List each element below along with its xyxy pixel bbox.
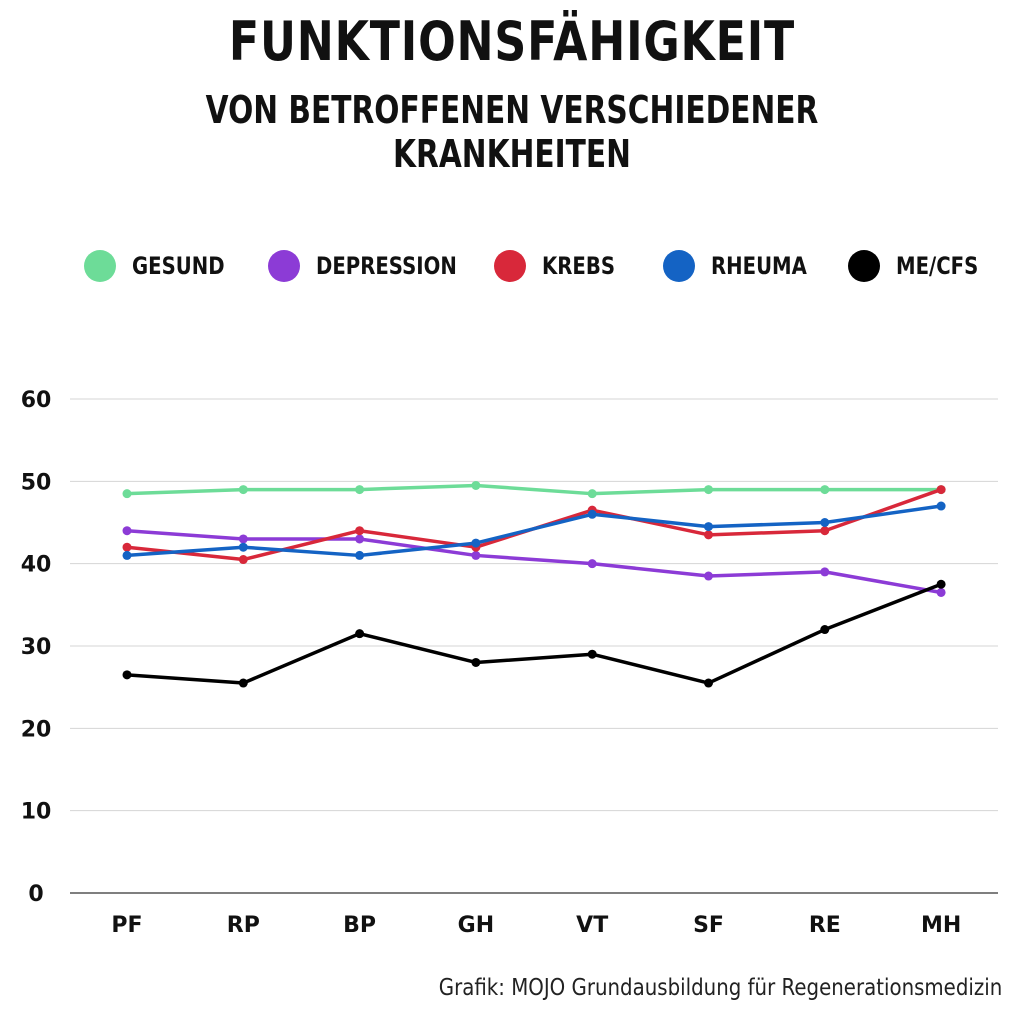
data-point-me-cfs	[587, 649, 597, 659]
data-point-krebs	[238, 555, 248, 565]
data-point-rheuma	[936, 501, 946, 511]
x-tick-label: SF	[693, 913, 724, 938]
data-point-rheuma	[820, 518, 830, 527]
legend-item-rheuma: RHEUMA	[663, 244, 828, 288]
x-tick-label: BP	[343, 913, 376, 938]
legend-swatch-gesund	[84, 250, 116, 282]
data-point-me-cfs	[820, 625, 830, 635]
x-tick-label: RP	[227, 913, 260, 938]
series-line-depression	[125, 528, 943, 595]
series-me-cfs	[122, 579, 946, 688]
data-point-me-cfs	[122, 670, 132, 680]
data-point-me-cfs	[704, 678, 713, 688]
x-tick-label: VT	[576, 913, 608, 938]
series-line-rheuma	[125, 504, 943, 558]
data-point-rheuma	[471, 538, 481, 548]
data-point-depression	[587, 559, 597, 569]
series-depression	[122, 526, 946, 597]
data-point-rheuma	[355, 550, 365, 560]
legend-item-me-cfs: ME/CFS	[848, 244, 996, 288]
legend-item-gesund: GESUND	[84, 244, 245, 288]
legend-swatch-rheuma	[663, 250, 695, 282]
data-point-depression	[122, 526, 132, 536]
x-tick-label: RE	[809, 913, 841, 938]
series-line-me-cfs	[125, 582, 943, 685]
data-point-krebs	[355, 526, 365, 536]
data-point-gesund	[355, 485, 365, 495]
y-tick-label: 40	[21, 553, 52, 578]
legend-swatch-krebs	[494, 250, 526, 282]
gridlines	[70, 398, 998, 894]
y-tick-label: 50	[21, 470, 52, 495]
series-line-gesund	[125, 483, 943, 496]
data-point-rheuma	[587, 509, 597, 519]
data-point-gesund	[471, 480, 481, 490]
y-tick-label: 30	[21, 635, 52, 660]
legend-swatch-depression	[268, 250, 300, 282]
data-point-krebs	[820, 526, 830, 536]
series-rheuma	[122, 501, 946, 560]
data-point-depression	[936, 587, 946, 597]
data-point-depression	[355, 534, 365, 544]
source-credit: Grafik: MOJO Grundausbildung für Regener…	[438, 975, 1002, 1001]
legend-swatch-me-cfs	[848, 250, 880, 282]
data-point-rheuma	[122, 550, 132, 560]
data-point-rheuma	[238, 542, 248, 552]
y-tick-label: 10	[21, 800, 52, 825]
legend-label-me-cfs: ME/CFS	[896, 252, 979, 280]
data-point-me-cfs	[936, 579, 946, 589]
legend-item-depression: DEPRESSION	[268, 244, 488, 288]
chart-subtitle: VON BETROFFENEN VERSCHIEDENER KRANKHEITE…	[205, 88, 819, 176]
data-point-rheuma	[704, 522, 713, 532]
y-tick-label: 20	[21, 717, 52, 742]
legend-label-depression: DEPRESSION	[316, 252, 457, 280]
data-point-depression	[704, 571, 713, 581]
data-point-me-cfs	[471, 657, 481, 667]
data-point-depression	[820, 567, 830, 577]
series-layer	[122, 480, 946, 688]
data-point-gesund	[587, 489, 597, 499]
data-point-depression	[471, 550, 481, 560]
x-axis-ticks: PF RP BP GH VT SF RE MH	[111, 913, 961, 938]
chart-title: FUNKTIONSFÄHIGKEIT	[228, 10, 796, 73]
data-point-me-cfs	[238, 678, 248, 688]
data-point-gesund	[122, 489, 132, 499]
legend-label-krebs: KREBS	[542, 252, 616, 280]
x-tick-label: GH	[458, 913, 494, 938]
data-point-krebs	[936, 485, 946, 495]
data-point-gesund	[704, 485, 713, 495]
y-tick-label: 0	[28, 882, 43, 907]
x-tick-label: MH	[921, 913, 961, 938]
data-point-depression	[238, 534, 248, 544]
legend-label-rheuma: RHEUMA	[711, 252, 807, 280]
data-point-krebs	[122, 542, 132, 552]
data-point-gesund	[820, 485, 830, 495]
legend-label-gesund: GESUND	[132, 252, 225, 280]
data-point-gesund	[238, 485, 248, 495]
data-point-krebs	[704, 530, 713, 540]
legend: GESUND DEPRESSION KREBS RHEUMA ME/CFS	[0, 244, 1024, 288]
data-point-me-cfs	[355, 629, 365, 639]
series-gesund	[122, 480, 946, 499]
legend-item-krebs: KREBS	[494, 244, 631, 288]
x-tick-label: PF	[111, 913, 142, 938]
y-tick-label: 60	[21, 388, 52, 413]
y-axis-ticks: 0 10 20 30 40 50 60	[21, 388, 52, 907]
